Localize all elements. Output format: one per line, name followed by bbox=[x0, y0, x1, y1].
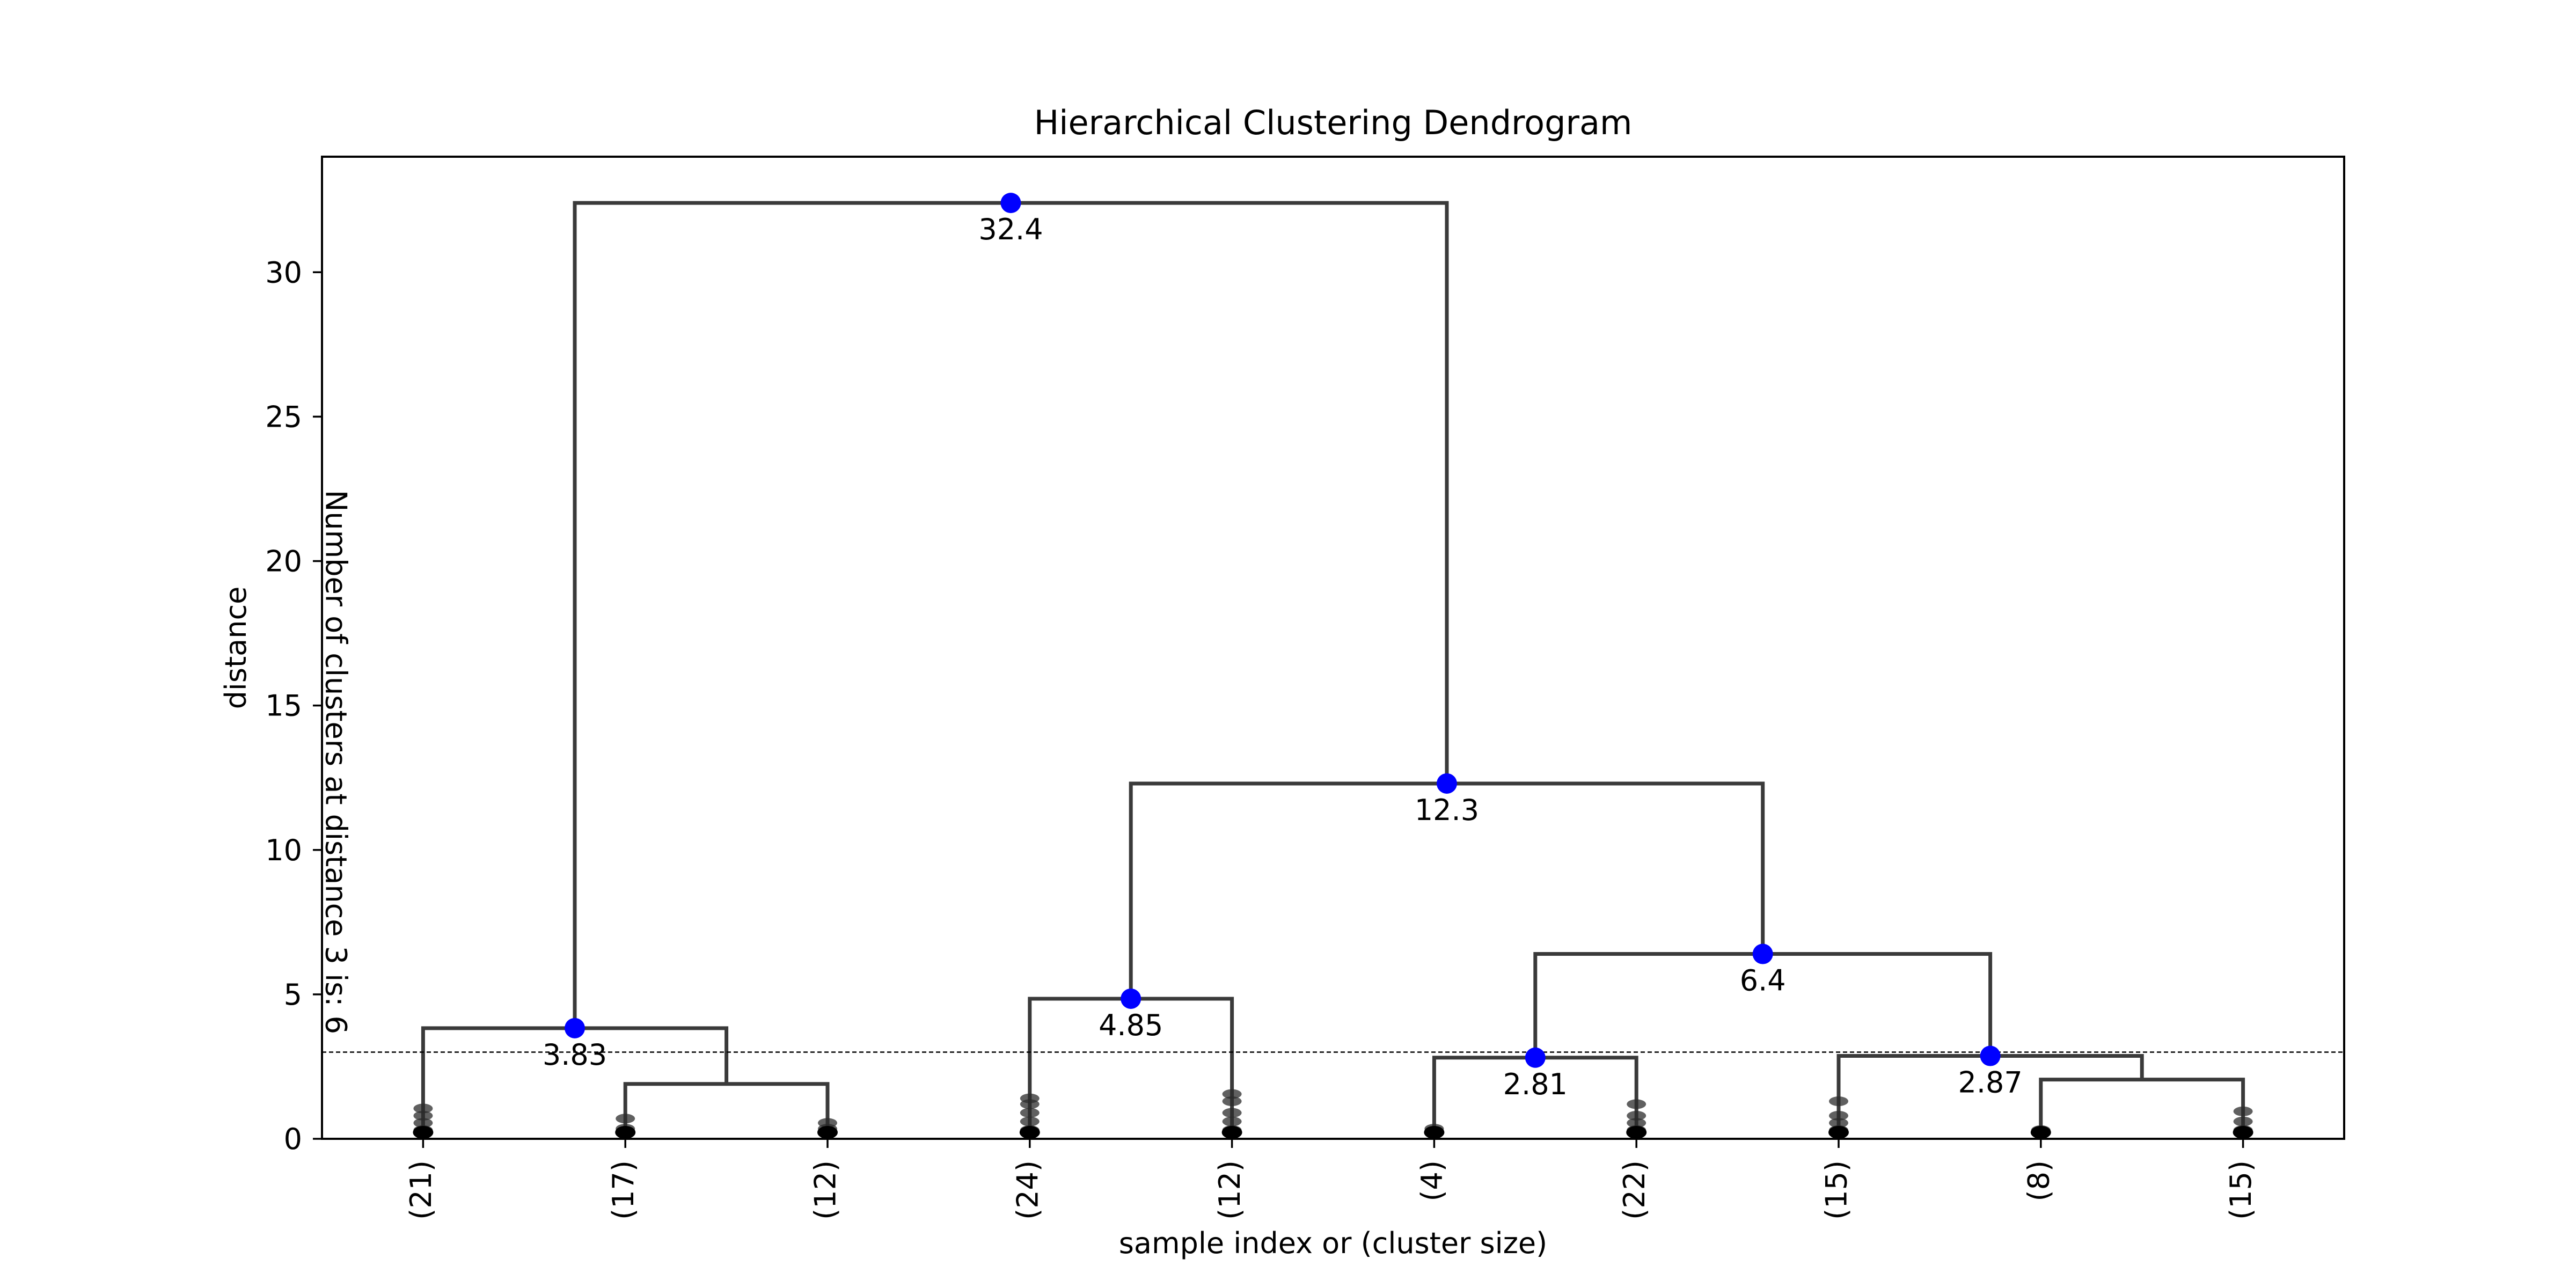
merge-node-label: 32.4 bbox=[978, 213, 1043, 246]
leaf-markers bbox=[413, 1089, 2253, 1139]
x-tick-label: (22) bbox=[1618, 1160, 1651, 1220]
x-tick-label: (12) bbox=[1213, 1160, 1247, 1220]
leaf-sub-cluster-marker bbox=[1627, 1099, 1646, 1109]
x-axis-label: sample index or (cluster size) bbox=[1119, 1226, 1547, 1260]
merge-node-label: 4.85 bbox=[1099, 1008, 1163, 1042]
leaf-sub-cluster-marker bbox=[2233, 1106, 2253, 1116]
leaf-sub-cluster-marker bbox=[1627, 1118, 1646, 1128]
y-tick-label: 30 bbox=[265, 255, 302, 289]
x-tick-label: (12) bbox=[809, 1160, 843, 1220]
leaf-sub-cluster-marker bbox=[1627, 1110, 1646, 1121]
y-axis-label: distance bbox=[219, 587, 253, 709]
leaf-sub-cluster-marker bbox=[818, 1118, 837, 1128]
leaf-sub-cluster-marker bbox=[413, 1118, 433, 1128]
leaf-base-marker bbox=[817, 1126, 838, 1139]
dendrogram-link bbox=[573, 201, 1449, 1028]
merge-node-label: 12.3 bbox=[1415, 793, 1479, 827]
leaf-base-marker bbox=[2233, 1126, 2253, 1139]
x-tick-label: (8) bbox=[2022, 1160, 2055, 1202]
leaf-sub-cluster-marker bbox=[1020, 1093, 1040, 1103]
leaf-base-marker bbox=[2030, 1126, 2051, 1139]
x-tick-label: (15) bbox=[1820, 1160, 1854, 1220]
merge-node-marker bbox=[565, 1018, 585, 1038]
leaf-base-marker bbox=[1019, 1126, 1040, 1139]
leaf-base-marker bbox=[1626, 1126, 1647, 1139]
y-tick-label: 5 bbox=[284, 978, 302, 1012]
merge-node-label: 2.87 bbox=[1958, 1066, 2022, 1100]
merge-node-label: 2.81 bbox=[1503, 1067, 1568, 1101]
dendrogram-links bbox=[421, 201, 2245, 1139]
leaf-sub-cluster-marker bbox=[1222, 1089, 1242, 1099]
y-tick-label: 20 bbox=[265, 545, 302, 579]
y-tick-label: 10 bbox=[265, 833, 302, 867]
x-tick-label: (24) bbox=[1011, 1160, 1044, 1220]
merge-node-marker bbox=[1436, 773, 1457, 794]
dendrogram-link bbox=[2039, 1078, 2245, 1139]
y-tick-label: 15 bbox=[265, 689, 302, 723]
x-tick-label: (21) bbox=[404, 1160, 438, 1220]
merge-node-labels: 3.83 4.85 2.81 2.87 6.4 12.3 32.4 bbox=[543, 213, 2023, 1101]
leaf-sub-cluster-marker bbox=[1020, 1116, 1040, 1126]
dendrogram-link bbox=[623, 1082, 830, 1139]
leaf-sub-cluster-marker bbox=[1829, 1096, 1848, 1107]
merge-node-marker bbox=[1121, 988, 1141, 1009]
leaf-sub-cluster-marker bbox=[616, 1114, 635, 1124]
x-tick-label: (15) bbox=[2224, 1160, 2258, 1220]
y-tick-label: 0 bbox=[284, 1122, 302, 1156]
cut-line-annotation: Number of clusters at distance 3 is: 6 bbox=[319, 490, 353, 1034]
leaf-base-marker bbox=[615, 1126, 636, 1139]
leaf-sub-cluster-marker bbox=[1020, 1108, 1040, 1118]
leaf-base-marker bbox=[1828, 1126, 1849, 1139]
merge-node-marker bbox=[1525, 1047, 1546, 1068]
y-axis: 0 5 10 15 20 25 30 bbox=[265, 255, 322, 1156]
leaf-sub-cluster-marker bbox=[1829, 1118, 1848, 1128]
x-axis: (21) (17) (12) (24) (12) (4) (22) (15) (8) (15) bbox=[404, 1139, 2258, 1220]
merge-node-label: 6.4 bbox=[1740, 964, 1786, 998]
leaf-sub-cluster-marker bbox=[1222, 1116, 1242, 1126]
leaf-base-marker bbox=[1221, 1126, 1242, 1139]
leaf-sub-cluster-marker bbox=[413, 1110, 433, 1121]
merge-node-label: 3.83 bbox=[543, 1038, 607, 1072]
merge-node-marker bbox=[1752, 943, 1773, 964]
x-tick-label: (17) bbox=[606, 1160, 640, 1220]
y-tick-label: 25 bbox=[265, 400, 302, 434]
merge-nodes bbox=[565, 193, 2001, 1068]
leaf-sub-cluster-marker bbox=[1829, 1110, 1848, 1121]
leaf-base-marker bbox=[1424, 1126, 1445, 1139]
chart-title: Hierarchical Clustering Dendrogram bbox=[1034, 103, 1633, 142]
leaf-sub-cluster-marker bbox=[413, 1103, 433, 1114]
leaf-base-marker bbox=[413, 1126, 434, 1139]
leaf-sub-cluster-marker bbox=[1222, 1108, 1242, 1118]
merge-node-marker bbox=[1000, 193, 1021, 214]
x-tick-label: (4) bbox=[1415, 1160, 1449, 1202]
leaf-sub-cluster-marker bbox=[1222, 1096, 1242, 1107]
leaf-sub-cluster-marker bbox=[2233, 1116, 2253, 1126]
merge-node-marker bbox=[1980, 1045, 2001, 1066]
plot-frame bbox=[321, 156, 2345, 1140]
